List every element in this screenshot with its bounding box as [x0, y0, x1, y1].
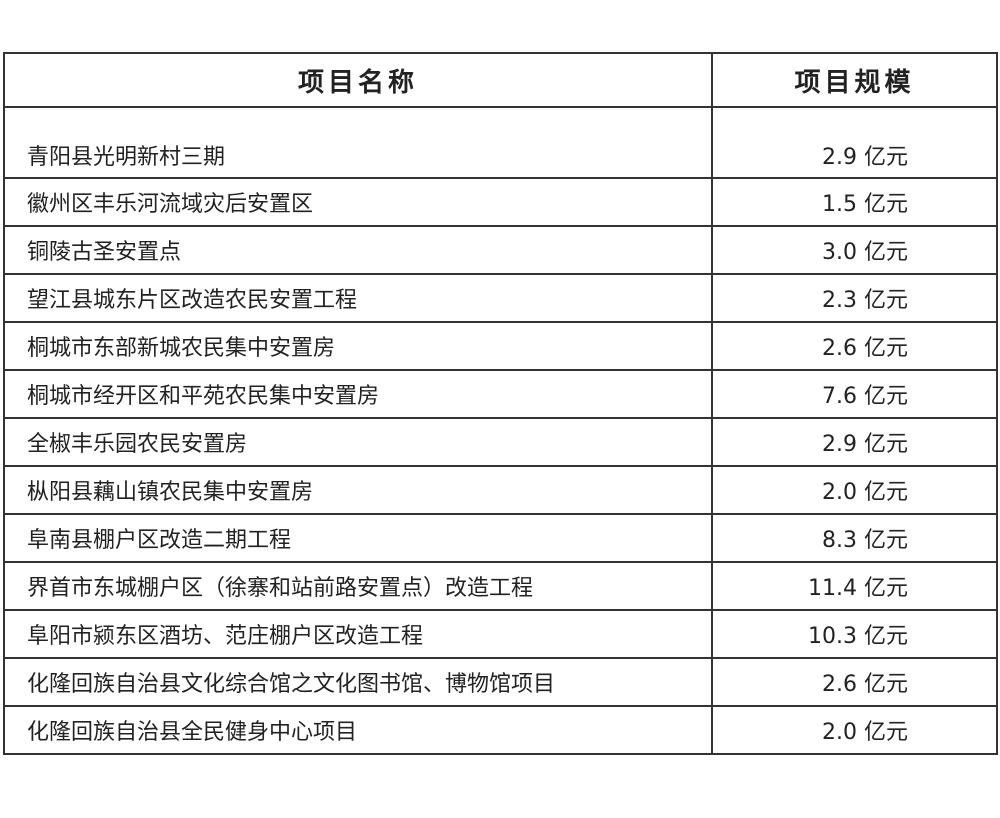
project-scale: 2.0 亿元 [711, 705, 998, 755]
table-row: 全椒丰乐园农民安置房 2.9 亿元 [3, 417, 998, 467]
project-name: 桐城市东部新城农民集中安置房 [3, 321, 713, 371]
project-scale: 2.0 亿元 [711, 465, 998, 515]
table-row: 阜南县棚户区改造二期工程 8.3 亿元 [3, 513, 998, 563]
project-scale: 1.5 亿元 [711, 177, 998, 227]
table-row: 铜陵古圣安置点 3.0 亿元 [3, 225, 998, 275]
project-scale: 11.4 亿元 [711, 561, 998, 611]
project-name: 化隆回族自治县全民健身中心项目 [3, 705, 713, 755]
table-row: 桐城市经开区和平苑农民集中安置房 7.6 亿元 [3, 369, 998, 419]
project-scale: 2.6 亿元 [711, 657, 998, 707]
project-name: 铜陵古圣安置点 [3, 225, 713, 275]
project-name: 望江县城东片区改造农民安置工程 [3, 273, 713, 323]
project-name: 桐城市经开区和平苑农民集中安置房 [3, 369, 713, 419]
project-name: 徽州区丰乐河流域灾后安置区 [3, 177, 713, 227]
project-scale: 8.3 亿元 [711, 513, 998, 563]
header-scale: 项目规模 [711, 52, 998, 108]
table-row: 枞阳县藕山镇农民集中安置房 2.0 亿元 [3, 465, 998, 515]
table-row: 望江县城东片区改造农民安置工程 2.3 亿元 [3, 273, 998, 323]
project-scale: 2.9 亿元 [711, 106, 998, 179]
project-name: 青阳县光明新村三期 [3, 106, 713, 179]
table-row: 化隆回族自治县文化综合馆之文化图书馆、博物馆项目 2.6 亿元 [3, 657, 998, 707]
project-name: 界首市东城棚户区（徐寨和站前路安置点）改造工程 [3, 561, 713, 611]
table-row: 化隆回族自治县全民健身中心项目 2.0 亿元 [3, 705, 998, 755]
project-name: 阜南县棚户区改造二期工程 [3, 513, 713, 563]
project-name: 化隆回族自治县文化综合馆之文化图书馆、博物馆项目 [3, 657, 713, 707]
project-scale: 7.6 亿元 [711, 369, 998, 419]
project-scale: 2.6 亿元 [711, 321, 998, 371]
project-scale: 2.9 亿元 [711, 417, 998, 467]
project-scale: 3.0 亿元 [711, 225, 998, 275]
project-scale: 10.3 亿元 [711, 609, 998, 659]
project-scale: 2.3 亿元 [711, 273, 998, 323]
project-name: 阜阳市颍东区酒坊、范庄棚户区改造工程 [3, 609, 713, 659]
header-row: 项目名称 项目规模 [3, 52, 998, 108]
projects-table: 项目名称 项目规模 青阳县光明新村三期 2.9 亿元 徽州区丰乐河流域灾后安置区 1.… [3, 52, 998, 755]
table-row: 桐城市东部新城农民集中安置房 2.6 亿元 [3, 321, 998, 371]
table-row: 徽州区丰乐河流域灾后安置区 1.5 亿元 [3, 177, 998, 227]
table-row: 青阳县光明新村三期 2.9 亿元 [3, 106, 998, 179]
table-row: 界首市东城棚户区（徐寨和站前路安置点）改造工程 11.4 亿元 [3, 561, 998, 611]
project-name: 枞阳县藕山镇农民集中安置房 [3, 465, 713, 515]
project-name: 全椒丰乐园农民安置房 [3, 417, 713, 467]
table-row: 阜阳市颍东区酒坊、范庄棚户区改造工程 10.3 亿元 [3, 609, 998, 659]
header-name: 项目名称 [3, 52, 713, 108]
